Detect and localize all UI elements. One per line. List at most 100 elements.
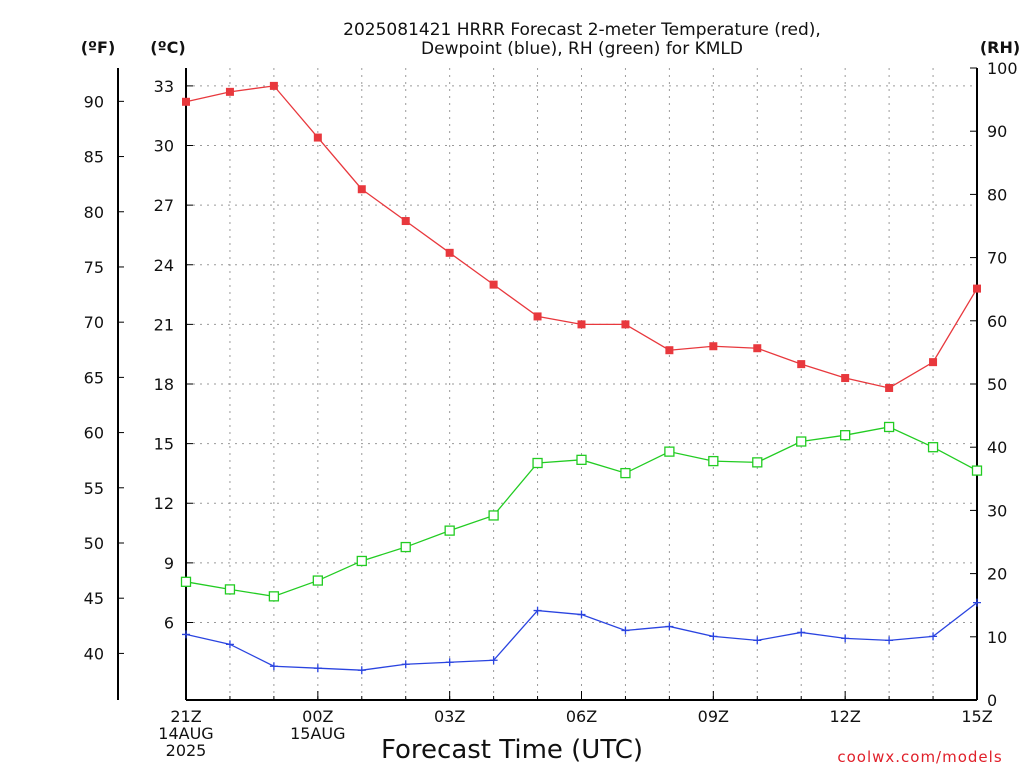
- dewpoint-point: [797, 628, 806, 637]
- rh-point: [532, 457, 543, 469]
- fahrenheit-tick-label: 80: [84, 203, 104, 222]
- rh-point: [840, 430, 851, 441]
- rh-tick-label: 90: [987, 122, 1007, 141]
- celsius-tick-label: 30: [154, 137, 174, 156]
- x-axis-title: Forecast Time (UTC): [381, 735, 643, 765]
- chart-title: 2025081421 HRRR Forecast 2-meter Tempera…: [343, 20, 821, 40]
- 2-meter-temperature-point: [841, 374, 850, 383]
- rh-tick-label: 20: [987, 565, 1007, 584]
- fahrenheit-unit-label: (ºF): [81, 38, 116, 57]
- x-tick-label: 15Z: [961, 707, 992, 726]
- rh-tick-label: 0: [987, 691, 997, 710]
- dewpoint-point: [357, 666, 366, 675]
- celsius-unit-label: (ºC): [150, 38, 185, 57]
- rh-point: [971, 465, 983, 476]
- series-layer: [180, 81, 983, 675]
- dewpoint-point: [489, 656, 498, 665]
- 2-meter-temperature-point: [357, 185, 366, 194]
- dewpoint-point: [225, 640, 234, 649]
- rh-point: [664, 446, 675, 457]
- rh-tick-label: 60: [987, 312, 1007, 331]
- x-tick-label: 03Z: [434, 707, 465, 726]
- x-tick-label: 12Z: [830, 707, 861, 726]
- fahrenheit-tick-label: 50: [84, 534, 104, 553]
- 2-meter-temperature-point: [182, 97, 190, 106]
- rh-tick-label: 100: [987, 59, 1018, 78]
- 2-meter-temperature-point: [445, 248, 454, 257]
- celsius-tick-label: 33: [154, 77, 174, 96]
- dewpoint-point: [885, 636, 894, 645]
- x-tick-label: 06Z: [566, 707, 597, 726]
- celsius-tick-label: 12: [154, 494, 174, 513]
- 2-meter-temperature-point: [401, 217, 410, 226]
- x-tick-label: 09Z: [698, 707, 729, 726]
- axis-layer: 6 9 12 15 18 21 24 27 30 33 40 45 50 55 60 65 70 75 80 85 90…: [84, 59, 1018, 760]
- celsius-tick-label: 9: [164, 554, 174, 573]
- dewpoint-point: [313, 664, 322, 673]
- 2-meter-temperature-point: [269, 81, 278, 90]
- rh-tick-label: 10: [987, 628, 1007, 647]
- rh-tick-label: 50: [987, 375, 1007, 394]
- dewpoint-point: [401, 660, 410, 669]
- fahrenheit-tick-label: 55: [84, 479, 104, 498]
- dewpoint-point: [533, 606, 542, 615]
- rh-point: [796, 436, 807, 447]
- grid-layer: [186, 68, 977, 700]
- celsius-tick-label: 6: [164, 613, 174, 632]
- 2-meter-temperature-point: [665, 346, 674, 355]
- 2-meter-temperature-point: [577, 320, 586, 329]
- 2-meter-temperature-point: [973, 284, 981, 293]
- dewpoint-point: [445, 658, 454, 667]
- rh-point: [576, 454, 587, 465]
- fahrenheit-tick-label: 75: [84, 258, 104, 277]
- rh-point: [268, 591, 280, 602]
- fahrenheit-tick-label: 70: [84, 313, 104, 332]
- dewpoint-point: [929, 632, 938, 641]
- credit-text: coolwx.com/models: [837, 748, 1002, 766]
- celsius-tick-label: 15: [154, 435, 174, 454]
- fahrenheit-tick-label: 85: [84, 148, 104, 167]
- x-tick-label: 2025: [166, 741, 207, 760]
- rh-tick-label: 80: [987, 185, 1007, 204]
- rh-line: [185, 426, 978, 598]
- fahrenheit-tick-label: 60: [84, 424, 104, 443]
- dewpoint-point: [709, 632, 718, 641]
- rh-point: [927, 442, 939, 453]
- dewpoint-point: [182, 630, 190, 639]
- 2-meter-temperature-point: [929, 358, 938, 367]
- x-tick-label: 14AUG: [158, 724, 213, 743]
- celsius-tick-label: 24: [154, 256, 174, 275]
- dewpoint-point: [753, 636, 762, 645]
- x-tick-label: 00Z: [302, 707, 333, 726]
- rh-point: [488, 510, 499, 521]
- dewpoint-point: [269, 662, 278, 671]
- x-tick-label: 15AUG: [290, 724, 345, 743]
- fahrenheit-tick-label: 45: [84, 589, 104, 608]
- x-tick-label: 21Z: [170, 707, 201, 726]
- 2-meter-temperature-point: [313, 133, 322, 142]
- fahrenheit-tick-label: 40: [84, 644, 104, 663]
- rh-point: [224, 584, 236, 595]
- rh-point: [312, 575, 323, 586]
- 2-meter-temperature-point: [489, 280, 498, 289]
- rh-tick-label: 40: [987, 438, 1007, 457]
- dewpoint-point: [621, 626, 630, 635]
- 2-meter-temperature-point: [709, 342, 718, 351]
- 2-meter-temperature-point: [621, 320, 630, 329]
- dewpoint-point: [841, 634, 850, 643]
- dewpoint-point: [665, 622, 674, 631]
- celsius-tick-label: 27: [154, 196, 174, 215]
- dewpoint-point: [577, 610, 586, 619]
- 2-meter-temperature-point: [225, 87, 234, 96]
- 2-meter-temperature-point: [533, 312, 542, 321]
- 2-meter-temperature-point: [753, 344, 762, 353]
- celsius-tick-label: 18: [154, 375, 174, 394]
- rh-tick-label: 30: [987, 501, 1007, 520]
- rh-point: [708, 455, 719, 467]
- rh-point: [356, 555, 367, 567]
- rh-point: [752, 457, 763, 468]
- 2-meter-temperature-point: [885, 383, 894, 392]
- chart-subtitle: Dewpoint (blue), RH (green) for KMLD: [421, 39, 743, 59]
